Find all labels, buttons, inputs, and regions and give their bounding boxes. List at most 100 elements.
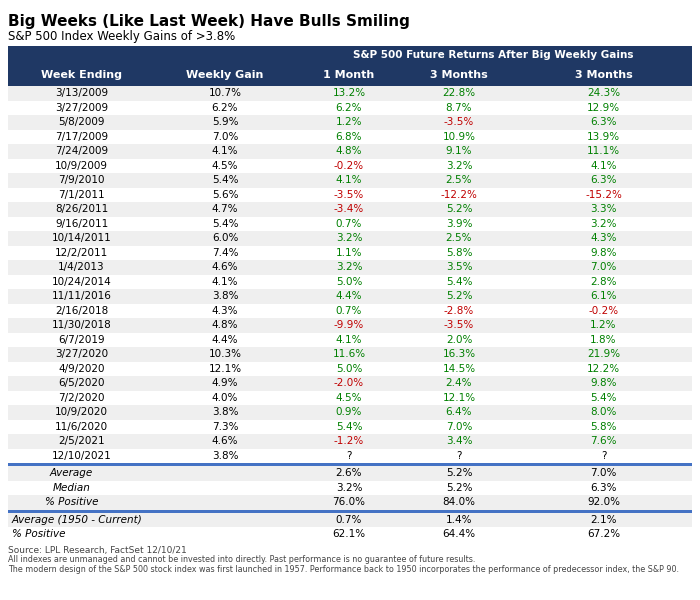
Text: ?: ? <box>601 451 606 461</box>
Text: 12.9%: 12.9% <box>587 103 620 113</box>
Text: 1 Month: 1 Month <box>323 70 375 80</box>
Text: 3.8%: 3.8% <box>211 451 238 461</box>
Bar <box>8 202 692 217</box>
Text: 5.0%: 5.0% <box>336 277 362 287</box>
Bar <box>8 527 692 541</box>
Text: -15.2%: -15.2% <box>585 190 622 200</box>
Text: 0.7%: 0.7% <box>336 306 362 316</box>
Text: 11/11/2016: 11/11/2016 <box>52 291 111 301</box>
Text: 64.4%: 64.4% <box>442 529 475 539</box>
Text: Week Ending: Week Ending <box>41 70 122 80</box>
Text: 9.8%: 9.8% <box>590 248 617 258</box>
Text: 3.8%: 3.8% <box>211 291 238 301</box>
Text: 3.2%: 3.2% <box>590 219 617 229</box>
Text: 2.5%: 2.5% <box>446 233 473 243</box>
Text: 3.4%: 3.4% <box>446 436 473 446</box>
Text: 4.5%: 4.5% <box>211 161 238 171</box>
Text: 62.1%: 62.1% <box>332 529 365 539</box>
Text: 3/27/2009: 3/27/2009 <box>55 103 108 113</box>
Text: 21.9%: 21.9% <box>587 349 620 359</box>
Text: All indexes are unmanaged and cannot be invested into directly. Past performance: All indexes are unmanaged and cannot be … <box>8 556 475 565</box>
Text: 11.1%: 11.1% <box>587 146 620 156</box>
Text: 4.4%: 4.4% <box>336 291 363 301</box>
Bar <box>8 144 692 158</box>
Text: 5.0%: 5.0% <box>336 364 362 374</box>
Text: 7.0%: 7.0% <box>446 422 473 432</box>
Text: Median: Median <box>52 483 90 493</box>
Text: 2/16/2018: 2/16/2018 <box>55 306 108 316</box>
Text: 3/13/2009: 3/13/2009 <box>55 88 108 98</box>
Text: 2.4%: 2.4% <box>446 378 473 388</box>
Text: 16.3%: 16.3% <box>442 349 475 359</box>
Text: 13.2%: 13.2% <box>332 88 365 98</box>
Text: 1.2%: 1.2% <box>590 320 617 330</box>
Text: 84.0%: 84.0% <box>442 497 475 507</box>
Text: 4.1%: 4.1% <box>211 146 238 156</box>
Text: 9/16/2011: 9/16/2011 <box>55 219 108 229</box>
Text: 6.3%: 6.3% <box>590 175 617 185</box>
Text: 10/9/2009: 10/9/2009 <box>55 161 108 171</box>
Text: 5.4%: 5.4% <box>211 219 238 229</box>
Bar <box>8 86 692 100</box>
Text: 6/7/2019: 6/7/2019 <box>58 335 105 345</box>
Bar <box>8 187 692 202</box>
Text: 4.4%: 4.4% <box>211 335 238 345</box>
Text: 4.1%: 4.1% <box>336 335 363 345</box>
Text: 0.7%: 0.7% <box>336 515 362 525</box>
Text: 6.3%: 6.3% <box>590 117 617 127</box>
Text: 0.9%: 0.9% <box>336 407 362 417</box>
Text: 4/9/2020: 4/9/2020 <box>58 364 105 374</box>
Text: Average (1950 - Current): Average (1950 - Current) <box>12 515 143 525</box>
Text: 7.4%: 7.4% <box>211 248 238 258</box>
Bar <box>8 419 692 434</box>
Bar <box>8 217 692 231</box>
Text: 2/5/2021: 2/5/2021 <box>58 436 105 446</box>
Text: 9.1%: 9.1% <box>446 146 473 156</box>
Text: 7/17/2009: 7/17/2009 <box>55 132 108 142</box>
Bar <box>8 115 692 130</box>
Text: 22.8%: 22.8% <box>442 88 475 98</box>
Text: 4.0%: 4.0% <box>212 393 238 403</box>
Bar <box>8 332 692 347</box>
Text: S&P 500 Future Returns After Big Weekly Gains: S&P 500 Future Returns After Big Weekly … <box>354 50 634 60</box>
Text: 3.2%: 3.2% <box>446 161 473 171</box>
Text: 10/9/2020: 10/9/2020 <box>55 407 108 417</box>
Bar <box>8 449 692 463</box>
Text: 5.9%: 5.9% <box>211 117 238 127</box>
Bar <box>8 289 692 304</box>
Text: 3.2%: 3.2% <box>336 262 363 272</box>
Text: 4.1%: 4.1% <box>211 277 238 287</box>
Text: 12.2%: 12.2% <box>587 364 620 374</box>
Bar <box>8 158 692 173</box>
Text: 12/10/2021: 12/10/2021 <box>52 451 111 461</box>
Text: 2.6%: 2.6% <box>336 468 363 478</box>
Text: 3.5%: 3.5% <box>446 262 473 272</box>
Bar <box>8 376 692 391</box>
Text: 7.6%: 7.6% <box>590 436 617 446</box>
Text: Big Weeks (Like Last Week) Have Bulls Smiling: Big Weeks (Like Last Week) Have Bulls Sm… <box>8 14 410 29</box>
Text: -12.2%: -12.2% <box>440 190 477 200</box>
Text: 3.3%: 3.3% <box>590 204 617 214</box>
Text: 2.1%: 2.1% <box>590 515 617 525</box>
Text: 5.4%: 5.4% <box>590 393 617 403</box>
Bar <box>8 509 692 512</box>
Text: 6.2%: 6.2% <box>211 103 238 113</box>
Text: 76.0%: 76.0% <box>332 497 365 507</box>
Text: -3.5%: -3.5% <box>444 117 474 127</box>
Text: 7.0%: 7.0% <box>590 262 617 272</box>
Text: 7.3%: 7.3% <box>211 422 238 432</box>
Bar <box>8 405 692 419</box>
Text: 1.4%: 1.4% <box>446 515 473 525</box>
Bar <box>8 463 692 466</box>
Bar <box>8 260 692 275</box>
Text: 12.1%: 12.1% <box>442 393 475 403</box>
Text: 92.0%: 92.0% <box>587 497 620 507</box>
Text: 5.2%: 5.2% <box>446 204 473 214</box>
Text: 5.2%: 5.2% <box>446 291 473 301</box>
Text: 3.8%: 3.8% <box>211 407 238 417</box>
Text: 10/24/2014: 10/24/2014 <box>52 277 111 287</box>
Bar <box>8 434 692 449</box>
Text: 2.8%: 2.8% <box>590 277 617 287</box>
Bar <box>8 100 692 115</box>
Text: 67.2%: 67.2% <box>587 529 620 539</box>
